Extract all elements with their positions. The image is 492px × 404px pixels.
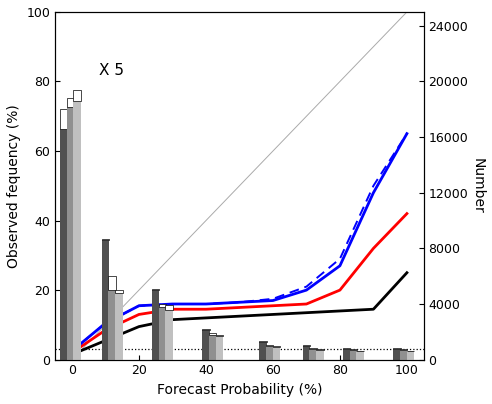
Bar xyxy=(350,349,357,350)
Bar xyxy=(159,304,166,307)
Bar xyxy=(115,293,123,360)
Bar xyxy=(273,346,280,347)
Bar xyxy=(259,341,267,360)
Bar xyxy=(102,240,109,360)
Bar xyxy=(209,335,216,360)
Bar xyxy=(303,345,310,346)
Bar xyxy=(343,348,350,349)
Bar xyxy=(60,109,67,129)
Bar xyxy=(165,305,173,309)
Bar xyxy=(202,330,210,360)
Bar xyxy=(266,345,273,346)
Bar xyxy=(309,348,317,349)
Bar xyxy=(406,351,414,360)
Bar xyxy=(316,349,324,350)
Bar xyxy=(73,90,81,101)
Bar xyxy=(393,348,400,349)
Bar xyxy=(273,347,280,360)
Bar xyxy=(66,107,74,360)
Bar xyxy=(60,129,67,360)
Bar xyxy=(152,289,159,290)
Bar xyxy=(159,307,166,360)
Bar xyxy=(309,349,317,360)
Bar xyxy=(400,350,407,360)
Bar xyxy=(215,335,223,336)
Bar xyxy=(400,349,407,350)
Bar xyxy=(316,350,324,360)
Y-axis label: Observed fequency (%): Observed fequency (%) xyxy=(7,104,21,268)
Bar xyxy=(209,333,216,335)
Bar xyxy=(165,309,173,360)
Bar xyxy=(115,290,123,293)
Bar xyxy=(303,346,310,360)
Bar xyxy=(73,101,81,360)
Bar xyxy=(266,346,273,360)
Bar xyxy=(343,349,350,360)
Bar xyxy=(215,336,223,360)
Bar xyxy=(152,290,159,360)
Bar xyxy=(393,349,400,360)
Bar xyxy=(66,98,74,107)
Bar xyxy=(350,350,357,360)
Bar xyxy=(109,276,116,290)
Bar xyxy=(102,239,109,240)
Text: X 5: X 5 xyxy=(99,63,124,78)
Bar xyxy=(202,329,210,330)
Bar xyxy=(109,290,116,360)
Y-axis label: Number: Number xyxy=(471,158,485,214)
Bar xyxy=(356,351,364,360)
X-axis label: Forecast Probability (%): Forecast Probability (%) xyxy=(156,383,322,397)
